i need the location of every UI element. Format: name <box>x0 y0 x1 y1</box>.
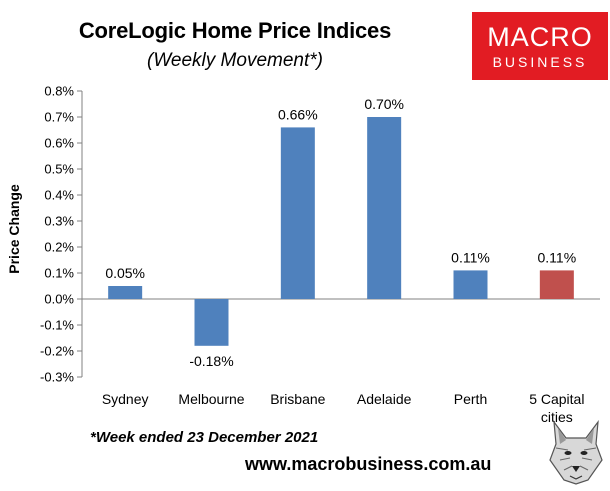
bar-chart: 0.8% 0.7% 0.6% 0.5% 0.4% 0.3% 0.2% 0.1% 0.0% -0.1… <box>6 84 600 425</box>
bar-adelaide <box>367 117 402 299</box>
y-tick-label: 0.8% <box>44 84 74 99</box>
data-label: 0.66% <box>278 106 318 122</box>
y-tick-label: 0.2% <box>44 240 74 255</box>
data-label: 0.70% <box>364 96 404 112</box>
macrobusiness-logo: MACRO BUSINESS <box>472 12 608 80</box>
y-tick-label: 0.3% <box>44 214 74 229</box>
wolf-icon <box>549 420 603 485</box>
y-tick-label: -0.2% <box>40 344 74 359</box>
x-category-label: Brisbane <box>270 391 325 407</box>
x-category-label: Sydney <box>102 391 149 407</box>
bar-sydney <box>108 286 143 299</box>
logo-line-business: BUSINESS <box>492 54 588 70</box>
website-url[interactable]: www.macrobusiness.com.au <box>245 454 492 474</box>
bar-brisbane <box>280 127 315 300</box>
x-category-label: Perth <box>454 391 487 407</box>
x-category-label: cities <box>541 409 573 425</box>
footnote: *Week ended 23 December 2021 <box>90 429 319 446</box>
data-label: 0.11% <box>537 249 576 265</box>
bar-melbourne <box>194 299 229 346</box>
y-tick-label: 0.1% <box>44 266 74 281</box>
y-tick-label: 0.5% <box>44 162 74 177</box>
x-category-label: Adelaide <box>357 391 412 407</box>
y-tick-label: -0.3% <box>40 370 74 385</box>
y-tick-label: 0.4% <box>44 188 74 203</box>
x-category-label: 5 Capital <box>529 391 584 407</box>
data-label: -0.18% <box>189 353 233 369</box>
x-category-label: Melbourne <box>178 391 244 407</box>
chart-subtitle: (Weekly Movement*) <box>147 50 323 71</box>
y-axis-title: Price Change <box>6 184 22 274</box>
y-tick-label: 0.6% <box>44 136 74 151</box>
bar-5-capital-cities <box>539 270 574 299</box>
bar-perth <box>453 270 488 299</box>
y-tick-label: -0.1% <box>40 318 74 333</box>
data-label: 0.05% <box>105 265 145 281</box>
y-tick-label: 0.7% <box>44 110 74 125</box>
chart-title: CoreLogic Home Price Indices <box>78 18 392 43</box>
y-tick-label: 0.0% <box>44 292 74 307</box>
logo-line-macro: MACRO <box>487 22 593 52</box>
data-label: 0.11% <box>451 249 490 265</box>
